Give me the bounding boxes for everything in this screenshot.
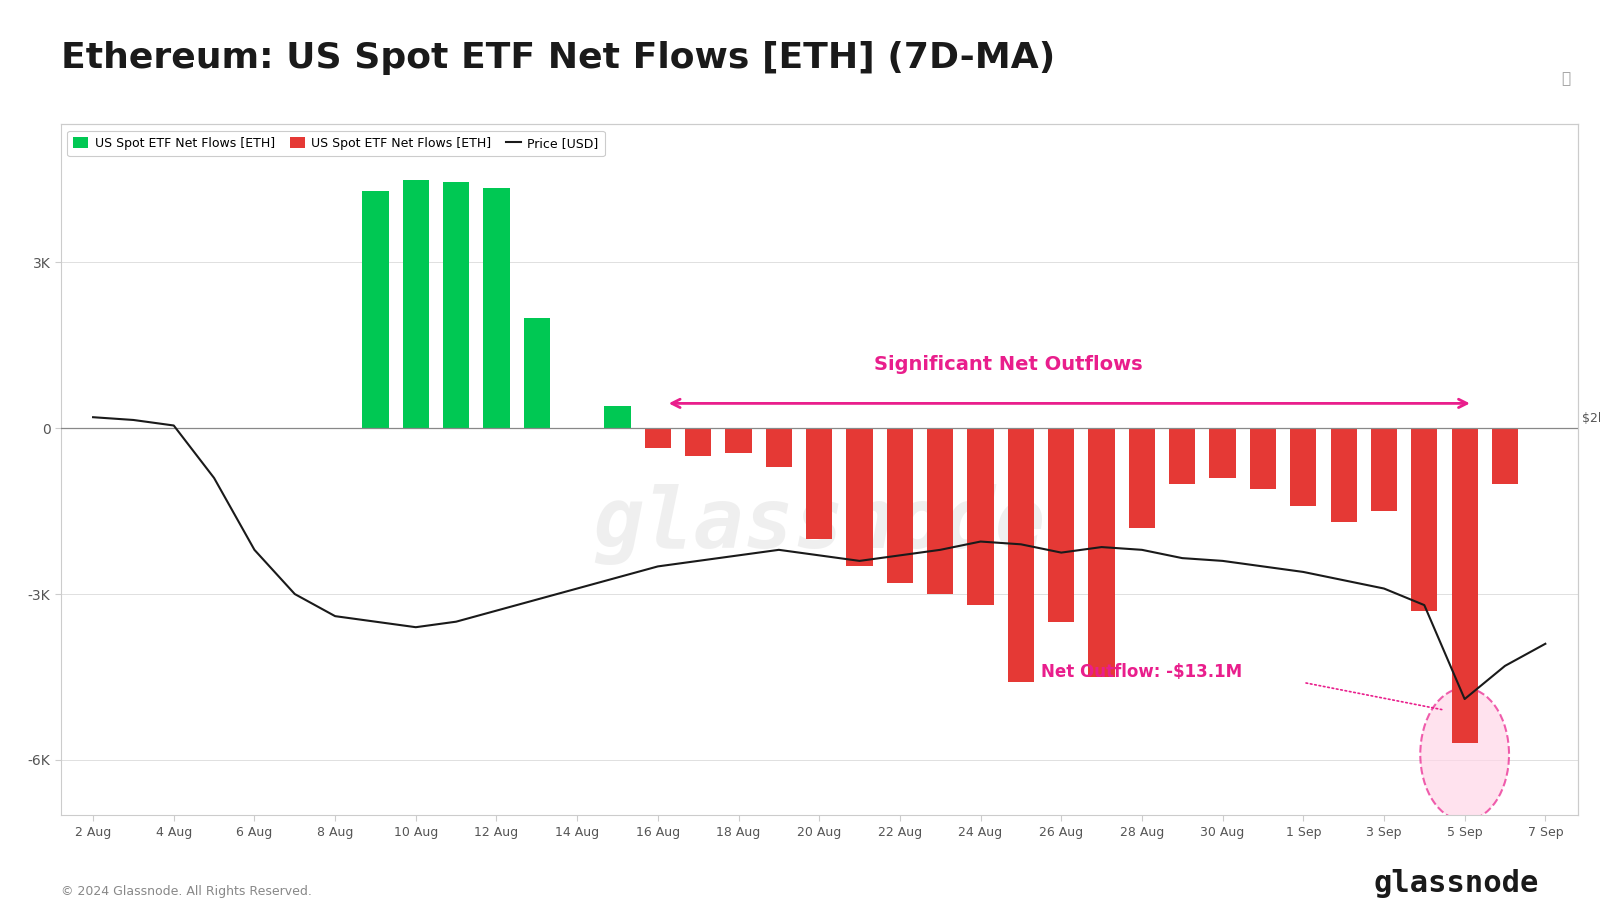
Text: Ethereum: US Spot ETF Net Flows [ETH] (7D-MA): Ethereum: US Spot ETF Net Flows [ETH] (7… — [61, 41, 1054, 76]
Text: Net Outflow: -$13.1M: Net Outflow: -$13.1M — [1042, 663, 1242, 681]
Bar — [766, 428, 792, 467]
Bar — [1048, 428, 1074, 622]
Text: glassnode: glassnode — [1374, 869, 1539, 898]
Bar — [523, 318, 550, 428]
Bar — [1008, 428, 1034, 682]
Bar — [1088, 428, 1115, 677]
Bar — [403, 180, 429, 428]
Bar — [1371, 428, 1397, 511]
Text: glassnode: glassnode — [594, 484, 1045, 565]
Bar — [1451, 428, 1478, 743]
Bar — [1210, 428, 1235, 478]
Bar — [1491, 428, 1518, 484]
Bar — [806, 428, 832, 539]
Bar — [645, 428, 670, 448]
Bar — [968, 428, 994, 605]
Bar — [1170, 428, 1195, 484]
Bar — [926, 428, 954, 594]
Bar — [483, 188, 509, 428]
Bar — [886, 428, 914, 583]
Text: 📷: 📷 — [1562, 71, 1570, 87]
Bar — [1290, 428, 1317, 506]
Bar — [1130, 428, 1155, 528]
Legend: US Spot ETF Net Flows [ETH], US Spot ETF Net Flows [ETH], Price [USD]: US Spot ETF Net Flows [ETH], US Spot ETF… — [67, 131, 605, 156]
Bar — [443, 182, 469, 428]
Bar — [1250, 428, 1277, 489]
Text: Significant Net Outflows: Significant Net Outflows — [875, 356, 1142, 374]
Bar — [362, 191, 389, 428]
Bar — [846, 428, 872, 566]
Ellipse shape — [1421, 688, 1509, 821]
Text: © 2024 Glassnode. All Rights Reserved.: © 2024 Glassnode. All Rights Reserved. — [61, 885, 312, 898]
Bar — [725, 428, 752, 453]
Bar — [685, 428, 712, 456]
Bar — [1411, 428, 1437, 611]
Bar — [605, 406, 630, 428]
Bar — [1331, 428, 1357, 522]
